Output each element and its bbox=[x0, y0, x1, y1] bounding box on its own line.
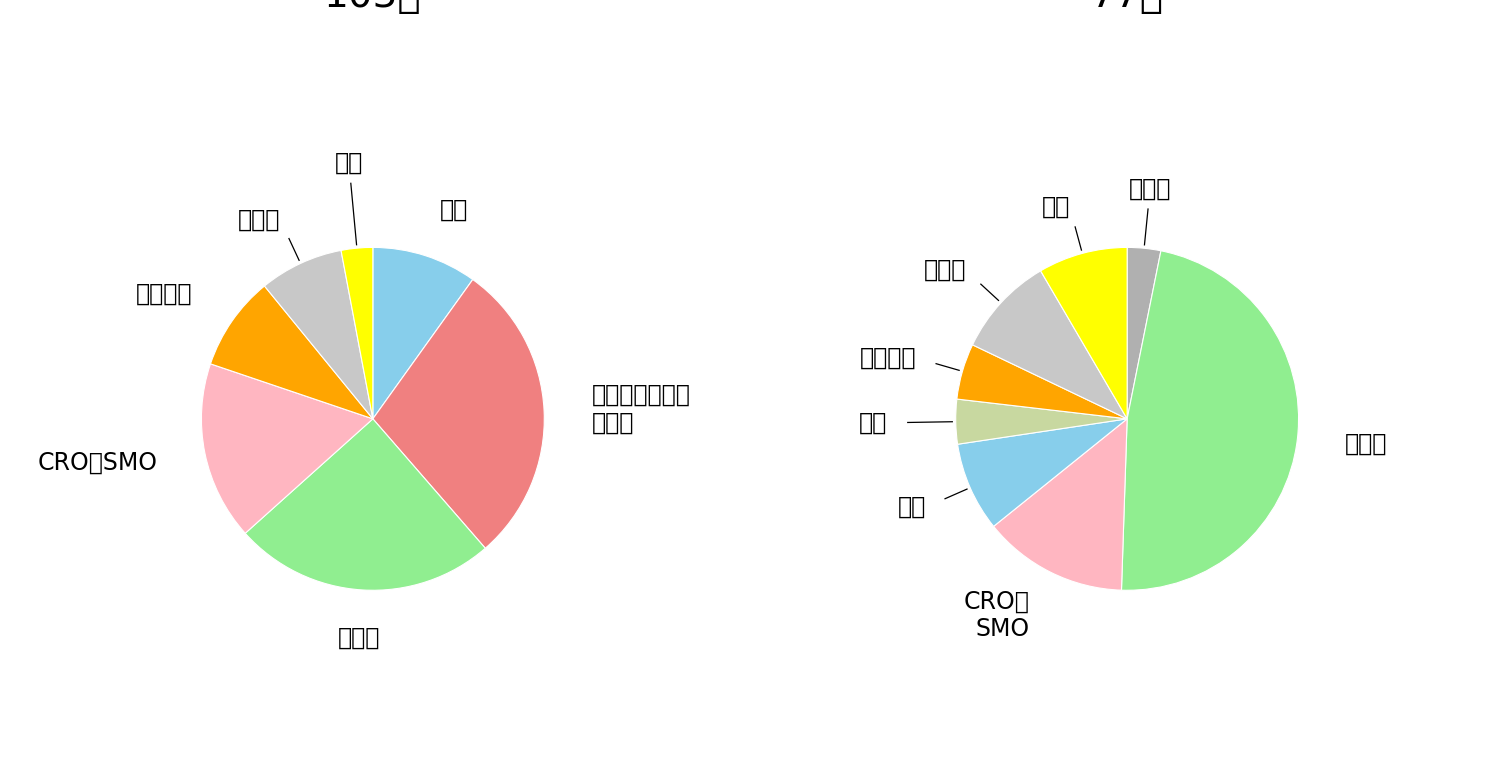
Text: 行政機関: 行政機関 bbox=[136, 282, 192, 306]
Text: 医薬品: 医薬品 bbox=[338, 626, 381, 650]
Wedge shape bbox=[1126, 247, 1161, 419]
Text: 進学: 進学 bbox=[1041, 195, 1070, 219]
Text: その他: その他 bbox=[1130, 176, 1172, 200]
Text: CRO・SMO: CRO・SMO bbox=[38, 451, 158, 475]
Wedge shape bbox=[340, 247, 374, 419]
Wedge shape bbox=[210, 286, 374, 419]
Text: 医薬品: 医薬品 bbox=[1346, 432, 1388, 456]
Text: 食品: 食品 bbox=[859, 411, 886, 434]
Wedge shape bbox=[244, 419, 486, 590]
Text: 他業種: 他業種 bbox=[238, 208, 280, 232]
Wedge shape bbox=[956, 399, 1126, 445]
Title: 薬学科（YP）
103人: 薬学科（YP） 103人 bbox=[291, 0, 454, 15]
Wedge shape bbox=[1041, 247, 1126, 419]
Wedge shape bbox=[957, 419, 1126, 526]
Wedge shape bbox=[972, 271, 1126, 419]
Text: 行政機関: 行政機関 bbox=[859, 346, 916, 370]
Text: 病院: 病院 bbox=[440, 198, 468, 222]
Text: 薬局・ドラッグ
ストア: 薬局・ドラッグ ストア bbox=[592, 383, 692, 434]
Text: 化学: 化学 bbox=[898, 495, 926, 519]
Wedge shape bbox=[374, 247, 472, 419]
Wedge shape bbox=[993, 419, 1126, 590]
Title: 大学院修士
77人: 大学院修士 77人 bbox=[1068, 0, 1185, 15]
Wedge shape bbox=[201, 363, 374, 534]
Wedge shape bbox=[374, 279, 544, 548]
Wedge shape bbox=[1122, 251, 1299, 590]
Wedge shape bbox=[957, 345, 1126, 419]
Wedge shape bbox=[264, 250, 374, 419]
Text: 進学: 進学 bbox=[334, 151, 363, 175]
Text: CRO・
SMO: CRO・ SMO bbox=[963, 589, 1029, 641]
Text: 他業種: 他業種 bbox=[924, 258, 966, 282]
